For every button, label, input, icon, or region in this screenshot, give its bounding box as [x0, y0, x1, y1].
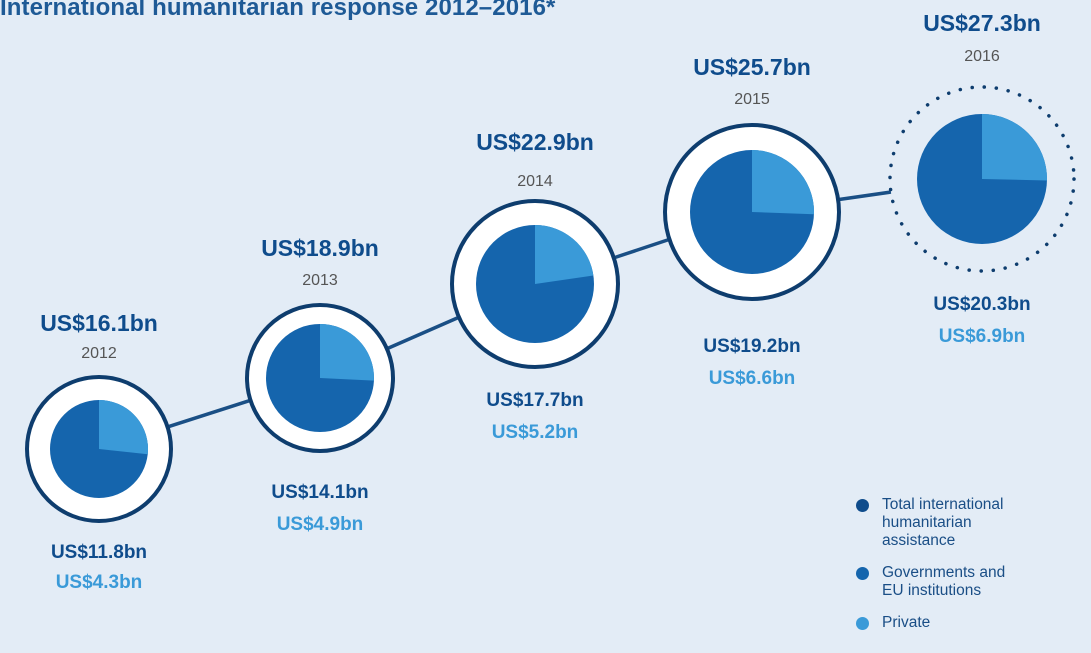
- legend-label-governments-line2: EU institutions: [882, 582, 982, 599]
- private-label-2013: US$4.9bn: [277, 514, 364, 535]
- year-label-2015: 2015: [734, 91, 770, 108]
- governments-label-2012: US$11.8bn: [51, 542, 147, 563]
- legend-swatch-total: [856, 499, 869, 512]
- private-label-2014: US$5.2bn: [492, 422, 579, 443]
- governments-label-2014: US$17.7bn: [486, 390, 583, 411]
- total-label-2012: US$16.1bn: [40, 310, 158, 336]
- governments-label-2015: US$19.2bn: [703, 336, 800, 357]
- ring-2016: [888, 85, 1076, 273]
- total-label-2013: US$18.9bn: [261, 235, 379, 261]
- legend-label-total-line2: humanitarian: [882, 514, 972, 531]
- pie-slice-private-2016: [982, 114, 1047, 181]
- year-label-2013: 2013: [302, 272, 338, 289]
- private-label-2012: US$4.3bn: [56, 572, 143, 593]
- legend-label-private: Private: [882, 614, 931, 631]
- legend-item-total: Total international humanitarian assista…: [852, 496, 1087, 550]
- legend: Total international humanitarian assista…: [852, 496, 1087, 646]
- legend-swatch-governments: [856, 567, 869, 580]
- total-label-2016: US$27.3bn: [923, 10, 1041, 36]
- connector-line-2012-2013: [167, 398, 252, 429]
- private-label-2015: US$6.6bn: [709, 368, 796, 389]
- legend-label-governments-line1: Governments and: [882, 564, 1006, 581]
- private-label-2016: US$6.9bn: [939, 326, 1026, 347]
- pie-slice-private-2015: [752, 150, 814, 215]
- pie-slice-private-2013: [320, 324, 374, 381]
- pie-slice-private-2012: [99, 400, 148, 455]
- governments-label-2013: US$14.1bn: [271, 482, 368, 503]
- year-label-2012: 2012: [81, 345, 117, 362]
- legend-item-governments: Governments and EU institutions: [852, 564, 1087, 600]
- legend-item-private: Private: [852, 614, 1087, 632]
- legend-label-total-line1: Total international: [882, 496, 1004, 513]
- chart-title: International humanitarian response 2012…: [0, 0, 556, 21]
- total-label-2015: US$25.7bn: [693, 54, 811, 80]
- pie-slice-private-2014: [535, 225, 594, 284]
- legend-label-total-line3: assistance: [882, 532, 956, 549]
- connector-line-2015-2016: [837, 190, 892, 202]
- connector-line-2013-2014: [386, 315, 460, 351]
- connector-line-2014-2015: [613, 237, 670, 260]
- governments-label-2016: US$20.3bn: [933, 294, 1030, 315]
- year-label-2014: 2014: [517, 173, 553, 190]
- total-label-2014: US$22.9bn: [476, 129, 594, 155]
- legend-swatch-private: [856, 617, 869, 630]
- year-label-2016: 2016: [964, 48, 1000, 65]
